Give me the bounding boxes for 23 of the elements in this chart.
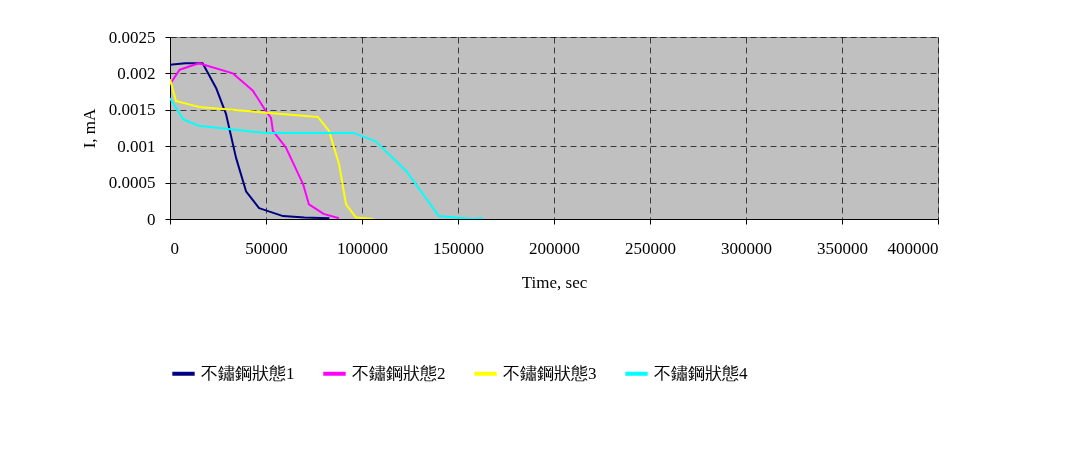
x-axis-title: Time, sec xyxy=(521,272,588,292)
y-tick-label: 0.0025 xyxy=(108,27,156,47)
legend-label: 不鏽鋼狀態4 xyxy=(654,363,748,383)
legend-label: 不鏽鋼狀態1 xyxy=(201,363,295,383)
x-tick-label: 350000 xyxy=(817,238,868,258)
line-series xyxy=(170,78,375,219)
legend-label: 不鏽鋼狀態3 xyxy=(503,363,597,383)
y-axis-title: I, mA xyxy=(79,107,99,149)
x-tick-label: 300000 xyxy=(721,238,772,258)
y-tick-label: 0.0005 xyxy=(108,173,156,193)
x-tick-label: 400000 xyxy=(887,238,939,258)
x-tick-label: 150000 xyxy=(433,238,484,258)
y-tick-label: 0 xyxy=(147,209,156,229)
line-series xyxy=(170,97,484,219)
x-tick-label: 50000 xyxy=(245,238,288,258)
legend-label: 不鏽鋼狀態2 xyxy=(352,363,446,383)
x-tick-label: 200000 xyxy=(529,238,580,258)
x-tick-label: 100000 xyxy=(337,238,388,258)
x-tick-label: 250000 xyxy=(625,238,676,258)
y-tick-label: 0.001 xyxy=(117,136,156,156)
y-tick-label: 0.002 xyxy=(117,63,156,83)
y-tick-label: 0.0015 xyxy=(108,100,156,120)
x-tick-label: 0 xyxy=(170,238,179,258)
